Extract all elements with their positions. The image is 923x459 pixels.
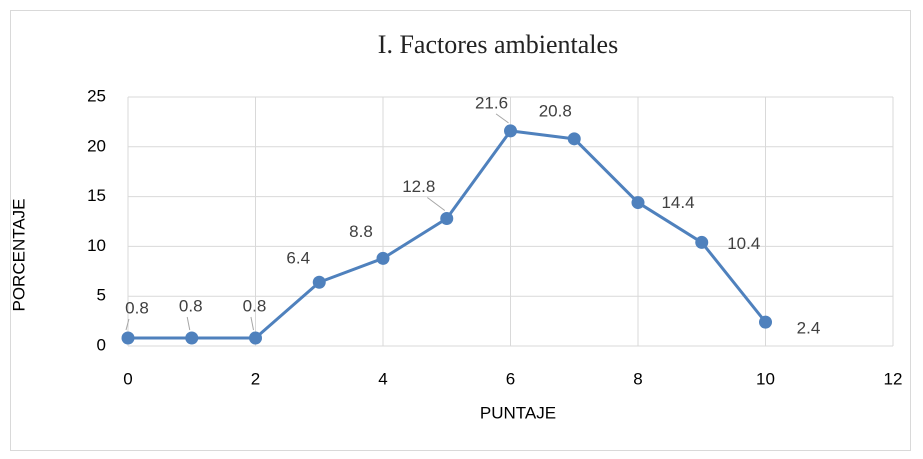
data-label: 20.8 [539,101,572,120]
data-label: 6.4 [286,249,310,268]
y-tick-label: 25 [87,86,106,105]
leader-line [250,316,254,331]
data-point [567,132,581,146]
data-label: 8.8 [349,222,373,241]
x-tick-label: 0 [123,369,132,388]
x-tick-label: 4 [378,369,387,388]
y-tick-label: 20 [87,136,106,155]
data-label: 0.8 [125,299,149,318]
data-point [249,331,262,345]
x-tick-label: 12 [884,369,903,388]
y-tick-label: 0 [97,335,106,354]
data-point [121,331,135,345]
data-point [440,212,454,226]
chart-title: I. Factores ambientales [378,30,618,59]
data-point [695,235,709,249]
data-point [312,275,326,289]
data-label: 14.4 [661,193,694,212]
y-tick-label: 5 [97,286,106,305]
data-label: 21.6 [475,93,508,112]
y-tick-label: 15 [87,186,106,205]
leader-line [427,197,446,211]
x-tick-label: 2 [251,369,260,388]
data-point [759,315,772,329]
x-tick-label: 6 [506,369,515,388]
y-tick-label: 10 [87,236,106,255]
data-point [185,331,199,345]
data-point [631,196,645,210]
leader-line [125,318,130,331]
leader-line [495,113,509,124]
x-tick-label: 8 [633,369,642,388]
data-label: 0.8 [179,297,203,316]
y-axis-label: PORCENTAJE [9,198,28,311]
leader-line [186,316,191,331]
data-label: 10.4 [727,234,760,253]
chart-frame [10,10,911,451]
x-tick-label: 10 [756,369,775,388]
data-label: 2.4 [797,319,821,338]
data-label: 0.8 [243,297,267,316]
data-point [376,251,390,265]
data-label: 12.8 [402,177,435,196]
x-axis-label: PUNTAJE [480,403,556,422]
data-point [504,124,517,138]
